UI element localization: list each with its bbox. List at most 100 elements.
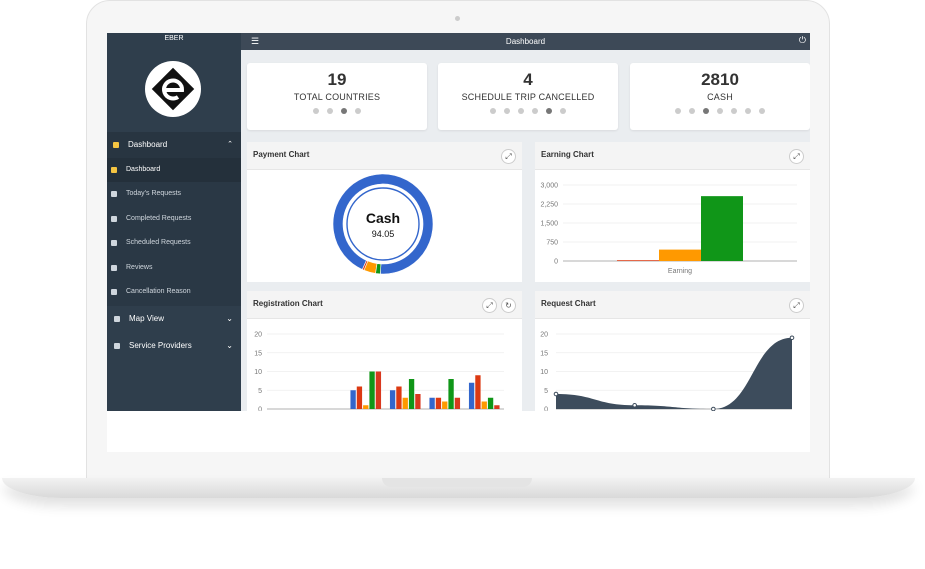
stat-card: 4 SCHEDULE TRIP CANCELLED [438, 63, 618, 130]
point [553, 391, 559, 397]
y-tick-label: 10 [254, 369, 262, 376]
icon [111, 289, 117, 295]
chart-panel: 0 5 10 15 20 Registration Chart ⤢ ↻ [247, 291, 522, 411]
bar [350, 390, 356, 409]
bar [408, 379, 415, 409]
y-tick-label: 5 [544, 388, 548, 395]
y-tick-label: 0 [258, 407, 262, 412]
bar [494, 405, 500, 409]
icon [113, 142, 119, 148]
submenu-item[interactable]: Reviews [107, 256, 241, 280]
chart: Cash 94.05 [332, 173, 434, 275]
bar [448, 379, 454, 409]
logo [145, 61, 201, 117]
submenu-label: Cancellation Reason [126, 288, 191, 295]
icon [111, 167, 117, 173]
menu-section[interactable]: Map View ⌄ [107, 307, 241, 331]
y-tick-label: 15 [254, 350, 262, 357]
refresh-button[interactable]: ↻ [501, 298, 516, 313]
stat-label: CASH [707, 92, 733, 102]
pie-slice [375, 263, 382, 275]
point [711, 406, 716, 411]
menu-label: Map View [129, 314, 164, 323]
stat-label: SCHEDULE TRIP CANCELLED [461, 92, 595, 102]
expand-button[interactable]: ⤢ [789, 298, 804, 313]
bar [369, 371, 375, 409]
y-tick-label: 20 [540, 332, 548, 339]
bar [454, 397, 461, 409]
content: 19 TOTAL COUNTRIES 4 SCHEDULE TRIP CANCELL… [241, 50, 810, 411]
submenu-item[interactable]: Today's Requests [107, 182, 241, 206]
bar [415, 394, 421, 409]
bar [402, 397, 408, 409]
panel-header: Request Chart ⤢ [535, 291, 810, 319]
bar [468, 382, 475, 409]
bar [356, 386, 363, 409]
icon [111, 191, 117, 198]
center-value: 94.05 [372, 229, 395, 239]
submenu-item[interactable]: Dashboard [107, 158, 241, 182]
y-tick-label: 3,000 [540, 183, 558, 190]
expand-button[interactable]: ⤢ [482, 298, 497, 313]
chart-panel: 0 5 10 15 20 Request Chart ⤢ [535, 291, 810, 411]
sidebar: EBER Dashboard ⌃ Dashboard Today's Request… [107, 33, 241, 411]
icon [111, 240, 117, 247]
bar [659, 249, 701, 261]
top-bar: ☰ Dashboard ⏻ [241, 33, 810, 50]
bar [375, 371, 382, 409]
carousel-dots [247, 108, 427, 114]
y-tick-label: 5 [258, 388, 262, 395]
stat-value: 19 [327, 70, 347, 89]
stat-card: 2810 CASH [630, 63, 810, 130]
y-tick-label: 10 [540, 369, 548, 376]
power-button[interactable]: ⏻ [798, 35, 806, 45]
bar [701, 196, 743, 261]
icon [111, 264, 117, 271]
chart: 0 750 1,500 2,250 3,000 Earning [540, 183, 797, 275]
submenu-label: Dashboard [126, 166, 161, 173]
bar [442, 401, 448, 409]
carousel-dots [630, 108, 810, 114]
y-tick-label: 2,250 [540, 202, 558, 209]
menu-section[interactable]: Dashboard ⌃ [107, 132, 241, 158]
panel-header: Payment Chart ⤢ [247, 142, 522, 170]
submenu-item[interactable]: Completed Requests [107, 207, 241, 231]
center-label: Cash [366, 210, 400, 226]
laptop-base [2, 478, 915, 498]
stat-value: 2810 [701, 70, 739, 89]
icon [111, 215, 117, 222]
submenu-label: Reviews [126, 263, 153, 271]
submenu-item[interactable]: Cancellation Reason [107, 280, 241, 304]
point [632, 402, 637, 408]
menu-toggle[interactable]: ☰ [251, 36, 260, 46]
submenu-label: Completed Requests [126, 214, 192, 222]
pie-slice [332, 173, 434, 275]
y-tick-label: 20 [254, 332, 262, 339]
expand-button[interactable]: ⤢ [501, 149, 516, 164]
bar [475, 375, 481, 409]
panel-header: Registration Chart ⤢ ↻ [247, 291, 522, 319]
area [556, 337, 792, 409]
brand: EBER [164, 35, 184, 42]
submenu-item[interactable]: Scheduled Requests [107, 231, 241, 255]
icon [114, 316, 120, 322]
panel-title: Registration Chart [253, 299, 323, 308]
submenu-label: Today's Requests [126, 190, 182, 198]
expand-button[interactable]: ⤢ [789, 149, 804, 164]
chevron: ⌄ [226, 341, 233, 350]
submenu-label: Scheduled Requests [126, 239, 191, 247]
inner-ring [346, 187, 420, 261]
x-tick-label: Earning [668, 268, 692, 275]
y-tick-label: 0 [554, 259, 558, 266]
panel-title: Earning Chart [541, 150, 594, 159]
stat-card: 19 TOTAL COUNTRIES [247, 63, 427, 130]
menu-label: Service Providers [129, 341, 192, 350]
chevron: ⌃ [227, 141, 233, 148]
bar [396, 386, 402, 409]
chart: 0 5 10 15 20 [254, 332, 504, 412]
menu-section[interactable]: Service Providers ⌄ [107, 334, 241, 358]
bar [487, 397, 494, 409]
chart: 0 5 10 15 20 [540, 332, 795, 411]
screen: EBER Dashboard ⌃ Dashboard Today's Request… [107, 33, 810, 452]
